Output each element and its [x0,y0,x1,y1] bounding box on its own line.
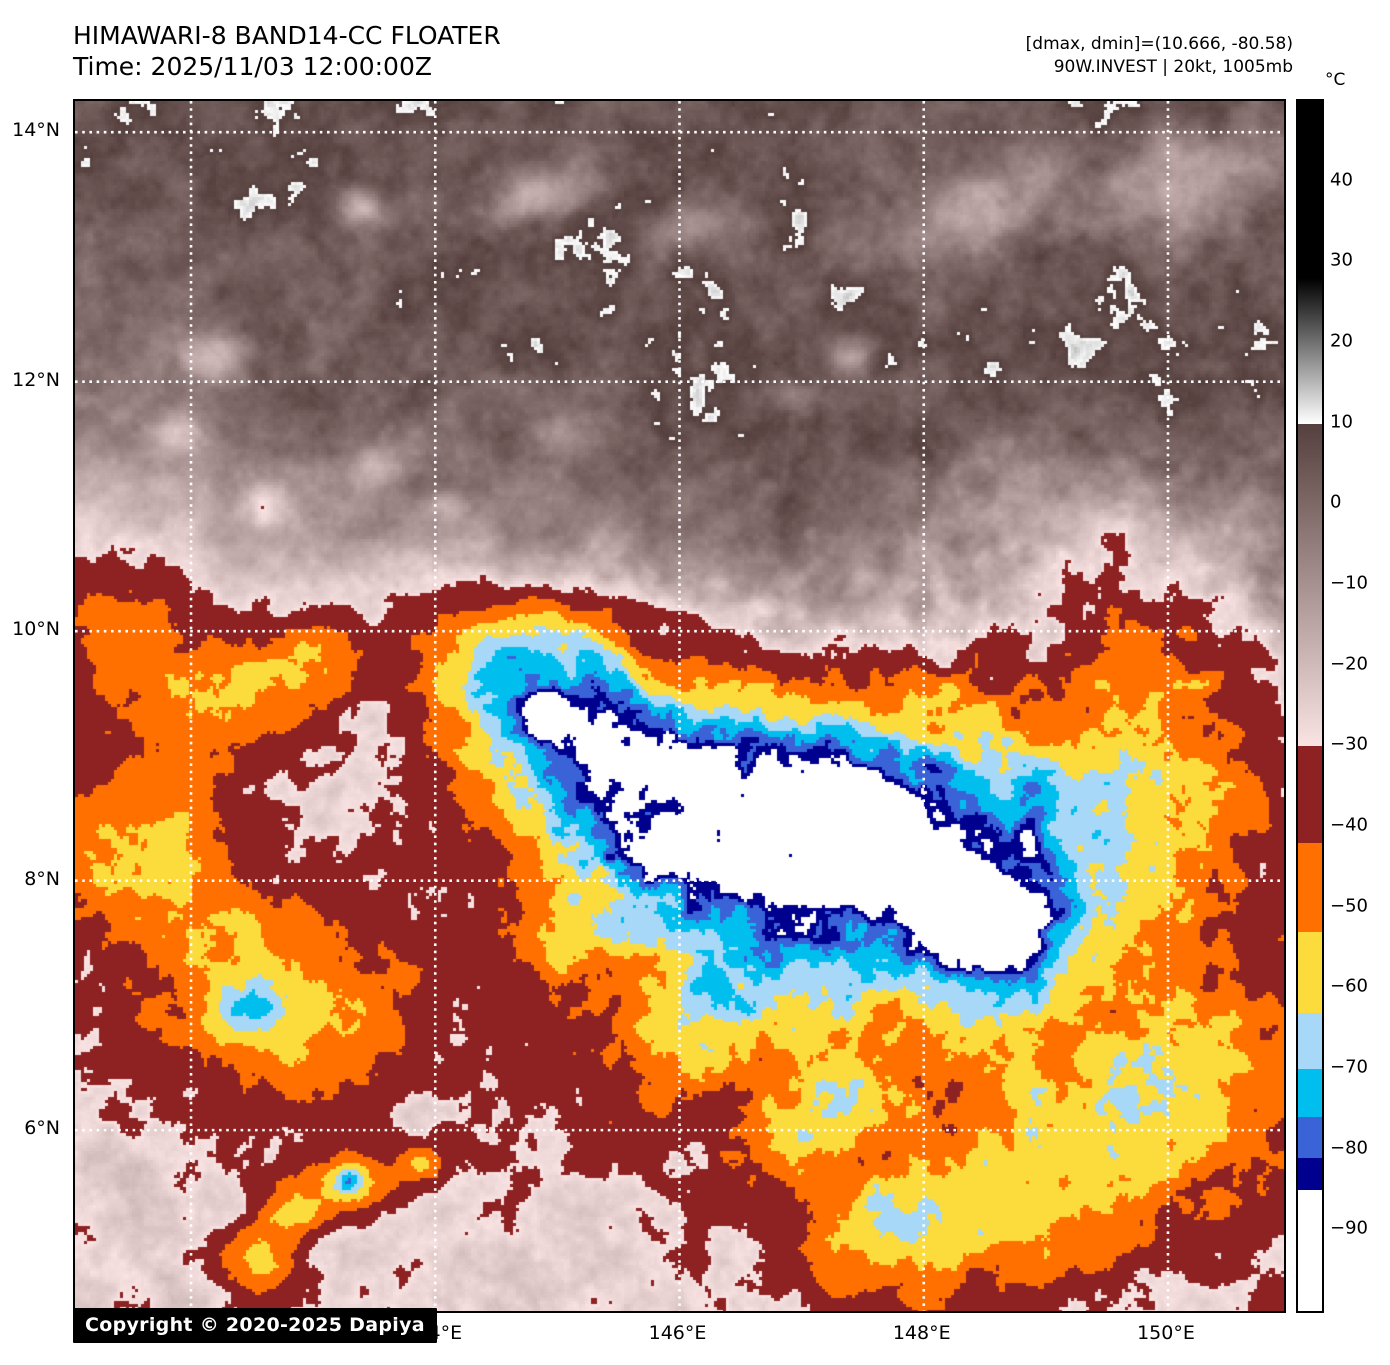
colorbar-tick--60: −60 [1330,975,1368,997]
storm-info: 90W.INVEST | 20kt, 1005mb [1053,57,1293,77]
infrared-imagery-canvas [75,101,1284,1311]
metadata-block: [dmax, dmin]=(10.666, -80.58) 90W.INVEST… [1026,33,1293,79]
colorbar-tick--40: −40 [1330,814,1368,836]
temperature-colorbar [1296,99,1324,1313]
data-minmax: [dmax, dmin]=(10.666, -80.58) [1025,34,1293,54]
copyright-banner: Copyright © 2020-2025 Dapiya [73,1308,437,1343]
lat-tick-6: 6°N [24,1117,60,1140]
colorbar-tick-40: 40 [1330,169,1353,191]
colorbar-band-gray-ramp [1298,278,1322,424]
colorbar-tick-10: 10 [1330,411,1353,433]
colorbar-band-black-hot [1298,101,1322,279]
colorbar-band-navy [1298,1157,1322,1190]
lat-tick-12: 12°N [12,368,60,391]
colorbar-band-dark-red [1298,746,1322,844]
colorbar-band-orange [1298,843,1322,932]
colorbar-tick--90: −90 [1330,1217,1368,1239]
satellite-image-plot[interactable] [73,99,1286,1313]
lat-tick-8: 8°N [24,867,60,890]
colorbar-tick-0: 0 [1330,491,1342,513]
colorbar-tick--70: −70 [1330,1056,1368,1078]
colorbar-band-cyan [1298,1069,1322,1118]
colorbar-band-yellow [1298,931,1322,1013]
colorbar-band-light-blue [1298,1012,1322,1069]
lat-tick-14: 14°N [12,119,60,142]
colorbar-band-blue [1298,1117,1322,1158]
product-title: HIMAWARI-8 BAND14-CC FLOATER [73,21,501,50]
colorbar-tick--80: −80 [1330,1137,1368,1159]
colorbar-unit-label: °C [1325,70,1346,90]
colorbar-tick--30: −30 [1330,733,1368,755]
colorbar-tick--20: −20 [1330,653,1368,675]
colorbar-tick-20: 20 [1330,330,1353,352]
lon-tick-146: 146°E [648,1322,707,1344]
colorbar-band-brown-ramp [1298,423,1322,747]
lat-tick-10: 10°N [12,618,60,641]
colorbar-band-white-coldest [1298,1190,1322,1311]
colorbar-tick--50: −50 [1330,895,1368,917]
page-title: HIMAWARI-8 BAND14-CC FLOATER Time: 2025/… [73,20,501,82]
colorbar-tick--10: −10 [1330,572,1368,594]
observation-time: Time: 2025/11/03 12:00:00Z [73,52,432,81]
lon-tick-148: 148°E [892,1322,951,1344]
colorbar-tick-30: 30 [1330,249,1353,271]
lon-tick-150: 150°E [1137,1322,1195,1344]
